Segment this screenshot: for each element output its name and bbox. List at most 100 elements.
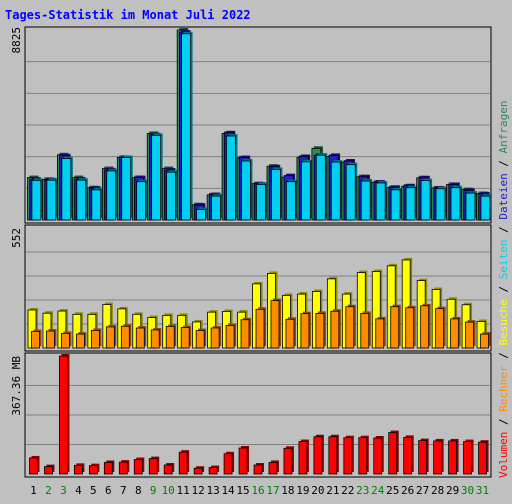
bar-volumen-day-22 bbox=[343, 435, 354, 475]
bar-volumen-day-20 bbox=[313, 434, 324, 475]
legend-entry-seiten: Seiten bbox=[497, 240, 510, 280]
legend-separator: / bbox=[497, 153, 510, 173]
bar-seiten-day-8 bbox=[136, 179, 148, 221]
bar-volumen-day-29 bbox=[448, 438, 459, 475]
bar-volumen-day-7 bbox=[118, 460, 130, 475]
bar-seiten-day-28 bbox=[435, 186, 448, 221]
bar-volumen-day-15 bbox=[238, 445, 250, 475]
bar-volumen-day-11 bbox=[178, 450, 190, 475]
legend-entry-besuche: Besuche bbox=[497, 299, 510, 345]
day-label-18: 18 bbox=[281, 484, 294, 497]
legend-separator: / bbox=[497, 412, 510, 432]
bar-seiten-day-3 bbox=[61, 156, 73, 221]
bar-seiten-day-19 bbox=[300, 159, 313, 221]
legend-separator: / bbox=[497, 220, 510, 240]
bar-volumen-day-17 bbox=[268, 460, 279, 475]
day-label-12: 12 bbox=[192, 484, 205, 497]
bar-rechner-day-7 bbox=[120, 324, 132, 349]
bar-rechner-day-24 bbox=[375, 316, 386, 349]
bar-rechner-day-18 bbox=[285, 317, 296, 349]
bar-seiten-day-16 bbox=[256, 182, 268, 221]
legend-entry-anfragen: Anfragen bbox=[497, 100, 510, 153]
bar-rechner-day-9 bbox=[150, 327, 162, 349]
bar-seiten-day-22 bbox=[345, 162, 358, 221]
bar-rechner-day-14 bbox=[225, 323, 237, 349]
bar-seiten-day-23 bbox=[360, 179, 373, 221]
bar-seiten-day-26 bbox=[405, 185, 418, 221]
bar-seiten-day-6 bbox=[106, 168, 118, 221]
bar-volumen-day-10 bbox=[163, 463, 175, 475]
bar-seiten-day-21 bbox=[330, 160, 343, 221]
day-label-19: 19 bbox=[296, 484, 309, 497]
bar-volumen-day-19 bbox=[298, 439, 309, 475]
bar-rechner-day-25 bbox=[390, 304, 401, 349]
day-label-30: 30 bbox=[461, 484, 474, 497]
bar-rechner-day-11 bbox=[180, 325, 192, 349]
legend-entry-volumen: Volumen bbox=[497, 432, 510, 478]
day-label-16: 16 bbox=[251, 484, 264, 497]
bar-seiten-day-5 bbox=[91, 187, 103, 221]
bar-rechner-day-23 bbox=[360, 311, 371, 349]
bar-rechner-day-30 bbox=[465, 320, 476, 349]
day-label-7: 7 bbox=[120, 484, 127, 497]
chart-title: Tages-Statistik im Monat Juli 2022 bbox=[5, 8, 251, 22]
bar-rechner-day-13 bbox=[210, 326, 222, 349]
day-label-17: 17 bbox=[266, 484, 279, 497]
bar-seiten-day-27 bbox=[420, 178, 433, 221]
bar-volumen-day-25 bbox=[388, 430, 399, 475]
day-label-10: 10 bbox=[162, 484, 175, 497]
bar-volumen-day-12 bbox=[193, 466, 205, 475]
day-label-1: 1 bbox=[30, 484, 37, 497]
bar-volumen-day-4 bbox=[74, 463, 85, 475]
bar-volumen-day-21 bbox=[328, 434, 339, 475]
bar-seiten-day-15 bbox=[241, 159, 253, 221]
bar-seiten-day-11 bbox=[181, 31, 193, 221]
bar-volumen-day-23 bbox=[358, 435, 369, 475]
legend-entry-dateien: Dateien bbox=[497, 173, 510, 219]
legend-entry-rechner: Rechner bbox=[497, 365, 510, 412]
day-label-8: 8 bbox=[135, 484, 142, 497]
bar-volumen-day-14 bbox=[223, 451, 235, 475]
bar-seiten-day-12 bbox=[196, 207, 208, 221]
bar-rechner-day-26 bbox=[405, 305, 416, 349]
bar-rechner-day-8 bbox=[135, 326, 147, 349]
bar-volumen-day-30 bbox=[463, 439, 474, 475]
bar-seiten-day-24 bbox=[375, 180, 388, 221]
bar-seiten-day-20 bbox=[315, 153, 328, 221]
legend-separator: / bbox=[497, 279, 510, 299]
bar-rechner-day-28 bbox=[435, 306, 446, 349]
bar-volumen-day-3 bbox=[59, 354, 70, 475]
bar-rechner-day-21 bbox=[330, 309, 341, 349]
day-label-24: 24 bbox=[371, 484, 385, 497]
bar-rechner-day-15 bbox=[240, 317, 252, 349]
day-label-22: 22 bbox=[341, 484, 354, 497]
bar-seiten-day-2 bbox=[46, 178, 58, 221]
bar-volumen-day-28 bbox=[433, 438, 444, 475]
day-label-27: 27 bbox=[416, 484, 429, 497]
day-label-25: 25 bbox=[386, 484, 399, 497]
bar-seiten-day-1 bbox=[31, 178, 43, 221]
bar-seiten-day-18 bbox=[285, 179, 298, 221]
bar-rechner-day-6 bbox=[105, 324, 117, 349]
bar-volumen-day-31 bbox=[478, 440, 489, 475]
legend-separator: / bbox=[497, 346, 510, 366]
day-label-31: 31 bbox=[476, 484, 489, 497]
bar-seiten-day-7 bbox=[121, 155, 133, 221]
day-label-23: 23 bbox=[356, 484, 369, 497]
bar-rechner-day-31 bbox=[480, 332, 491, 349]
bar-rechner-day-12 bbox=[195, 328, 207, 349]
day-label-21: 21 bbox=[326, 484, 339, 497]
day-label-15: 15 bbox=[236, 484, 249, 497]
bar-rechner-day-16 bbox=[255, 307, 267, 349]
bar-rechner-day-20 bbox=[315, 311, 326, 349]
bar-volumen-day-18 bbox=[283, 446, 294, 475]
day-label-20: 20 bbox=[311, 484, 324, 497]
bar-volumen-day-13 bbox=[208, 465, 220, 475]
bar-rechner-day-22 bbox=[345, 304, 356, 349]
scale-label-middle: 552 bbox=[10, 228, 23, 248]
bar-rechner-day-3 bbox=[61, 331, 72, 349]
bar-rechner-day-1 bbox=[31, 329, 42, 349]
bar-rechner-day-2 bbox=[46, 329, 57, 349]
day-label-13: 13 bbox=[206, 484, 219, 497]
